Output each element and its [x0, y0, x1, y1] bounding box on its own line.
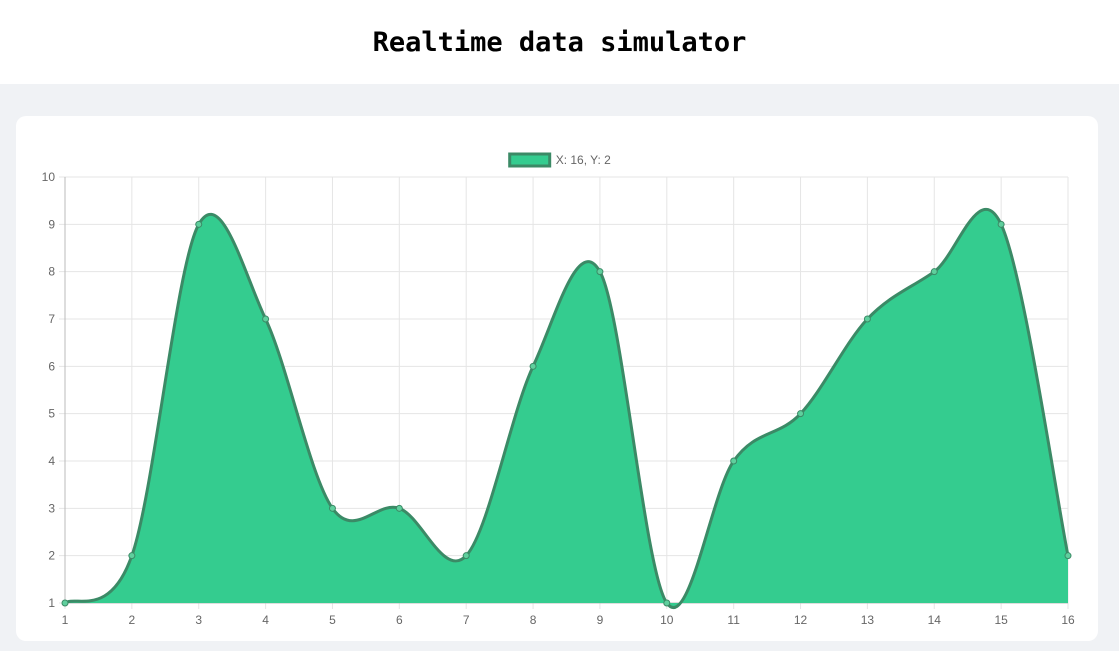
x-tick-label: 9 — [597, 613, 604, 627]
data-point[interactable] — [797, 410, 805, 418]
data-point[interactable] — [128, 552, 136, 560]
y-tick-label: 5 — [48, 407, 55, 421]
y-tick-label: 1 — [48, 596, 55, 610]
y-tick-label: 9 — [48, 217, 55, 231]
data-point[interactable] — [863, 315, 871, 323]
x-tick-label: 13 — [861, 613, 875, 627]
x-tick-label: 3 — [195, 613, 202, 627]
data-point[interactable] — [730, 457, 738, 465]
x-tick-label: 2 — [129, 613, 136, 627]
x-tick-label: 1 — [62, 613, 69, 627]
page-header: Realtime data simulator — [0, 0, 1119, 84]
series-area-fill — [65, 209, 1068, 608]
x-tick-label: 4 — [262, 613, 269, 627]
x-tick-label: 15 — [994, 613, 1008, 627]
x-tick-label: 6 — [396, 613, 403, 627]
x-tick-label: 8 — [530, 613, 537, 627]
x-tick-label: 5 — [329, 613, 336, 627]
y-tick-label: 8 — [48, 265, 55, 279]
series-area — [64, 207, 1070, 609]
y-tick-label: 4 — [48, 454, 55, 468]
x-tick-label: 16 — [1061, 613, 1075, 627]
page-title: Realtime data simulator — [372, 26, 747, 58]
data-points — [61, 220, 1072, 607]
y-tick-label: 7 — [48, 312, 55, 326]
data-point[interactable] — [395, 504, 403, 512]
y-tick-label: 3 — [48, 501, 55, 515]
data-point[interactable] — [462, 552, 470, 560]
data-point[interactable] — [930, 268, 938, 276]
data-point[interactable] — [262, 315, 270, 323]
data-point[interactable] — [529, 362, 537, 370]
y-tick-label: 6 — [48, 359, 55, 373]
legend-label[interactable]: X: 16, Y: 2 — [556, 153, 611, 167]
y-axis-ticks: 1 2 3 4 5 6 7 8 9 10 — [42, 170, 56, 610]
data-point[interactable] — [195, 220, 203, 228]
chart-card: 1 2 3 4 5 6 7 8 9 10 1 2 3 4 5 6 7 8 9 10 11 12 13 14 15 16 X: 1… — [16, 116, 1098, 641]
data-point[interactable] — [328, 504, 336, 512]
data-point[interactable] — [663, 599, 671, 607]
data-point[interactable] — [997, 220, 1005, 228]
x-axis-ticks: 1 2 3 4 5 6 7 8 9 10 11 12 13 14 15 16 — [62, 613, 1075, 627]
data-point[interactable] — [61, 599, 69, 607]
x-tick-label: 12 — [794, 613, 808, 627]
y-tick-label: 10 — [42, 170, 56, 184]
y-tick-label: 2 — [48, 549, 55, 563]
series-line — [64, 207, 1070, 609]
legend-swatch[interactable] — [508, 152, 552, 168]
x-tick-label: 11 — [727, 613, 740, 627]
legend[interactable]: X: 16, Y: 2 — [508, 152, 611, 168]
data-point[interactable] — [1064, 552, 1072, 560]
x-tick-label: 10 — [660, 613, 674, 627]
x-tick-label: 7 — [463, 613, 470, 627]
x-tick-label: 14 — [928, 613, 942, 627]
data-point[interactable] — [596, 268, 604, 276]
